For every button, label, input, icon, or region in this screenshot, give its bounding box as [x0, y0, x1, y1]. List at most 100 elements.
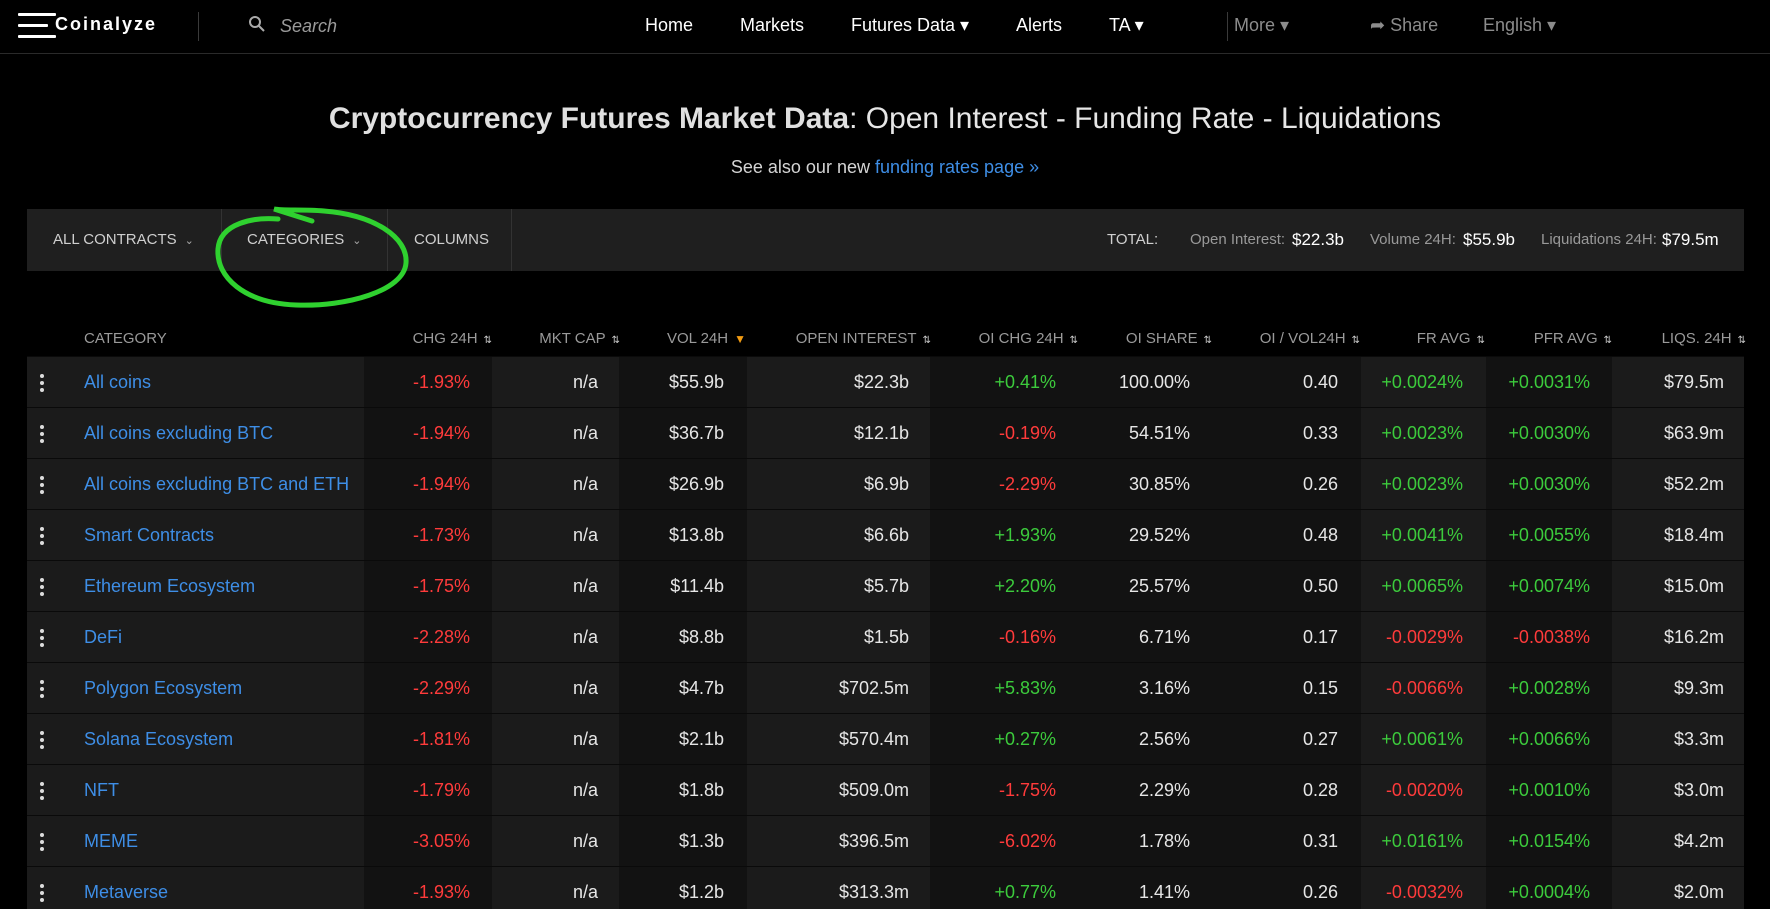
header-vol-24h[interactable]: VOL 24H ▼ [667, 322, 746, 356]
header-label: OI CHG 24H [978, 330, 1064, 347]
row-menu-icon[interactable] [39, 680, 45, 700]
nav-futures-data[interactable]: Futures Data ▾ [851, 15, 970, 35]
cell-fr-avg: +0.0023% [1381, 423, 1463, 443]
sort-icon: ⇅ [1069, 335, 1078, 346]
nav-alerts[interactable]: Alerts [1016, 15, 1063, 35]
category-link[interactable]: All coins excluding BTC and ETH [84, 474, 350, 494]
row-menu-icon[interactable] [39, 884, 45, 904]
column-band [619, 663, 747, 714]
cell-liqs-24h: $16.2m [1663, 627, 1724, 647]
column-band [1612, 561, 1744, 612]
row-menu-icon[interactable] [39, 629, 45, 649]
sort-icon: ⇅ [1603, 335, 1612, 346]
table-row[interactable]: All coins -1.93% n/a $55.9b $22.3b +0.41% 100.… [27, 356, 1744, 408]
sort-icon: ⇅ [483, 335, 492, 346]
row-menu-icon[interactable] [39, 374, 45, 394]
header-category[interactable]: CATEGORY [84, 322, 167, 356]
category-link[interactable]: Solana Ecosystem [84, 729, 234, 749]
search-input[interactable] [280, 12, 610, 40]
sort-icon: ⇅ [1476, 335, 1485, 346]
category-link[interactable]: DeFi [84, 627, 123, 647]
column-band [1236, 612, 1361, 663]
category-link[interactable]: Smart Contracts [84, 525, 215, 545]
column-band [492, 408, 619, 459]
cell-chg-24h: -1.73% [412, 525, 470, 545]
column-band [492, 561, 619, 612]
header-oi-share[interactable]: OI SHARE ⇅ [1126, 322, 1212, 356]
column-band [1361, 510, 1486, 561]
menu-icon[interactable] [18, 13, 56, 41]
cell-oi-vol24h: 0.33 [1302, 423, 1338, 443]
column-band [930, 765, 1078, 816]
nav-share[interactable]: ➦ Share [1370, 15, 1438, 36]
columns-button[interactable]: COLUMNS [414, 231, 490, 248]
category-link[interactable]: All coins excluding BTC [84, 423, 274, 443]
row-menu-icon[interactable] [39, 782, 45, 802]
header-oi-chg-24h[interactable]: OI CHG 24H ⇅ [979, 322, 1078, 356]
category-link[interactable]: Polygon Ecosystem [84, 678, 243, 698]
nav-more[interactable]: More ▾ [1234, 15, 1290, 35]
column-band [364, 357, 492, 408]
row-menu-icon[interactable] [39, 833, 45, 853]
header-mkt-cap[interactable]: MKT CAP ⇅ [539, 322, 620, 356]
column-band [1078, 408, 1236, 459]
page-title-rest: : Open Interest - Funding Rate - Liquida… [849, 102, 1442, 135]
cell-fr-avg: +0.0061% [1381, 729, 1463, 749]
cell-pfr-avg: +0.0030% [1508, 474, 1590, 494]
column-band [1486, 765, 1612, 816]
column-band [492, 663, 619, 714]
row-menu-icon[interactable] [39, 527, 45, 547]
cell-open-interest: $702.5m [838, 678, 909, 698]
header-open-interest[interactable]: OPEN INTEREST ⇅ [796, 322, 931, 356]
categories-dropdown[interactable]: CATEGORIES ⌄ [247, 209, 361, 271]
header-pfr-avg[interactable]: PFR AVG ⇅ [1534, 322, 1612, 356]
table-row[interactable]: Ethereum Ecosystem -1.75% n/a $11.4b $5.7b +2… [27, 560, 1744, 612]
table-row[interactable]: NFT -1.79% n/a $1.8b $509.0m -1.75% 2.29% 0.28 -… [27, 764, 1744, 816]
cell-oi-share: 30.85% [1128, 474, 1190, 494]
nav-language[interactable]: English ▾ [1483, 15, 1557, 35]
cell-fr-avg: +0.0023% [1381, 474, 1463, 494]
all-contracts-dropdown[interactable]: ALL CONTRACTS ⌄ [53, 209, 194, 271]
column-band [364, 612, 492, 663]
cell-chg-24h: -1.75% [412, 576, 470, 596]
table-header: CATEGORY CHG 24H ⇅ MKT CAP ⇅ VOL 24H ▼ OPEN INT… [27, 322, 1746, 356]
row-menu-icon[interactable] [39, 476, 45, 496]
table-row[interactable]: Metaverse -1.93% n/a $1.2b $313.3m +0.77% 1.41… [27, 866, 1744, 909]
header-fr-avg[interactable]: FR AVG ⇅ [1417, 322, 1485, 356]
table-row[interactable]: MEME -3.05% n/a $1.3b $396.5m -6.02% 1.78% 0.31… [27, 815, 1744, 867]
funding-rates-link[interactable]: funding rates page » [874, 157, 1040, 177]
row-menu-icon[interactable] [39, 425, 45, 445]
table-row[interactable]: All coins excluding BTC and ETH -1.94% n/a… [27, 458, 1744, 510]
search-icon[interactable] [248, 15, 266, 33]
column-band [930, 459, 1078, 510]
column-band [27, 663, 364, 714]
column-band [492, 459, 619, 510]
category-link[interactable]: All coins [84, 372, 152, 392]
header-chg-24h[interactable]: CHG 24H ⇅ [413, 322, 492, 356]
table-row[interactable]: Smart Contracts -1.73% n/a $13.8b $6.6b +1.93… [27, 509, 1744, 561]
row-menu-icon[interactable] [39, 578, 45, 598]
row-menu-icon[interactable] [39, 731, 45, 751]
table-row[interactable]: DeFi -2.28% n/a $8.8b $1.5b -0.16% 6.71% 0.17 -0… [27, 611, 1744, 663]
column-band [619, 816, 747, 867]
header-oi-vol24h[interactable]: OI / VOL24H ⇅ [1260, 322, 1360, 356]
cell-chg-24h: -1.93% [412, 882, 470, 902]
column-band [619, 357, 747, 408]
table-row[interactable]: Polygon Ecosystem -2.29% n/a $4.7b $702.5m +5… [27, 662, 1744, 714]
column-band [619, 714, 747, 765]
column-band [1486, 663, 1612, 714]
nav-ta[interactable]: TA ▾ [1109, 15, 1144, 35]
column-band [747, 816, 930, 867]
category-link[interactable]: Ethereum Ecosystem [84, 576, 256, 596]
header-liqs-24h[interactable]: LIQS. 24H ⇅ [1662, 322, 1746, 356]
category-link[interactable]: NFT [84, 780, 119, 800]
table-row[interactable]: Solana Ecosystem -1.81% n/a $2.1b $570.4m +0.… [27, 713, 1744, 765]
category-link[interactable]: Metaverse [84, 882, 169, 902]
nav-home[interactable]: Home [645, 15, 694, 35]
logo[interactable]: Coinalyze [55, 14, 158, 34]
cell-liqs-24h: $2.0m [1673, 882, 1724, 902]
nav-markets[interactable]: Markets [740, 15, 805, 35]
cell-pfr-avg: +0.0030% [1508, 423, 1590, 443]
table-row[interactable]: All coins excluding BTC -1.94% n/a $36.7b $1… [27, 407, 1744, 459]
category-link[interactable]: MEME [84, 831, 138, 851]
